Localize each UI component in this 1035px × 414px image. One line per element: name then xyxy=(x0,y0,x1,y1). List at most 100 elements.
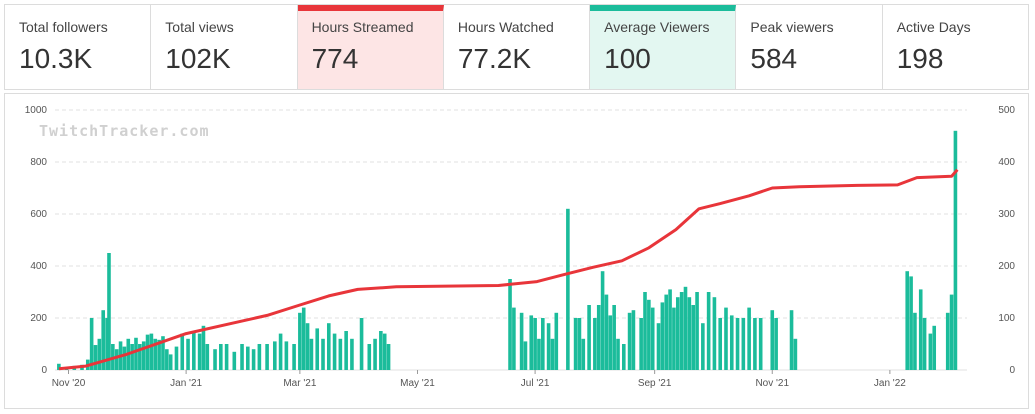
bar xyxy=(546,323,551,370)
bar xyxy=(647,299,651,370)
bar xyxy=(550,338,555,370)
bar xyxy=(149,333,154,370)
bar xyxy=(581,338,586,370)
bar xyxy=(753,318,757,370)
bar xyxy=(298,312,302,370)
bar xyxy=(945,312,950,370)
bar xyxy=(105,318,109,370)
bar xyxy=(650,307,655,370)
bar xyxy=(145,334,150,370)
bar xyxy=(205,344,210,370)
bar xyxy=(718,318,723,370)
bar xyxy=(932,325,937,370)
stat-value: 102K xyxy=(165,43,231,74)
bar xyxy=(213,349,217,370)
bar xyxy=(197,333,202,370)
bar xyxy=(141,341,146,370)
stat-hours-streamed[interactable]: Hours Streamed 774 xyxy=(297,5,444,89)
y-left-tick-label: 200 xyxy=(30,313,47,324)
bar xyxy=(741,318,746,370)
bar xyxy=(922,318,927,370)
bar xyxy=(251,349,256,370)
stat-total-followers[interactable]: Total followers 10.3K xyxy=(5,5,152,89)
bar xyxy=(660,302,665,370)
bar xyxy=(706,292,711,370)
bar xyxy=(379,331,383,370)
stat-value: 774 xyxy=(311,43,359,74)
bar xyxy=(153,338,158,370)
bar xyxy=(219,344,223,370)
bar xyxy=(101,310,106,370)
stat-hours-watched[interactable]: Hours Watched 77.2K xyxy=(444,5,591,89)
bar xyxy=(631,310,636,370)
bar xyxy=(161,336,165,370)
bar xyxy=(656,323,661,370)
watermark: TwitchTracker.com xyxy=(39,122,210,140)
bar xyxy=(600,271,605,370)
bar xyxy=(321,338,325,370)
stat-active-days[interactable]: Active Days 198 xyxy=(883,5,1028,89)
bar xyxy=(529,315,534,370)
bar xyxy=(122,346,127,370)
bar xyxy=(621,344,626,370)
axis-labels: 0 200 400 600 800 1000 0 100 200 300 400 500 Nov '20… xyxy=(25,105,1016,389)
bar xyxy=(789,310,794,370)
stat-value: 100 xyxy=(604,43,651,74)
bar xyxy=(332,333,337,370)
bar xyxy=(774,318,778,370)
y-right-tick-label: 200 xyxy=(998,261,1015,272)
x-tick-label: Mar '21 xyxy=(283,378,316,389)
stat-average-viewers[interactable]: Average Viewers 100 xyxy=(590,5,737,89)
hours-streamed-chart[interactable]: TwitchTracker.com 0 200 400 600 800 1000 0 100 2… xyxy=(5,94,1028,408)
bar xyxy=(278,333,283,370)
bar xyxy=(566,208,570,370)
bar xyxy=(695,292,699,370)
bar xyxy=(138,344,142,370)
bar xyxy=(359,318,364,370)
bar xyxy=(643,292,647,370)
bar xyxy=(905,271,910,370)
y-right-tick-label: 400 xyxy=(998,157,1015,168)
bar xyxy=(246,346,250,370)
stat-label: Active Days xyxy=(896,19,971,35)
y-right-tick-label: 300 xyxy=(998,209,1015,220)
bar xyxy=(793,338,798,370)
bar xyxy=(913,312,917,370)
bar xyxy=(519,312,524,370)
viewer-bars xyxy=(57,130,958,370)
bar xyxy=(201,325,206,370)
stat-label: Total followers xyxy=(19,19,108,35)
bar xyxy=(382,333,387,370)
bar xyxy=(157,339,161,370)
bar xyxy=(593,318,597,370)
bar xyxy=(747,307,751,370)
bar xyxy=(134,337,138,370)
bar xyxy=(953,130,958,370)
bar xyxy=(691,305,696,370)
bar xyxy=(168,354,173,370)
bar xyxy=(627,312,632,370)
stat-label: Hours Streamed xyxy=(311,19,414,35)
bar xyxy=(224,344,229,370)
bar xyxy=(57,363,61,370)
bar xyxy=(675,297,680,370)
bar xyxy=(679,292,684,370)
y-left-tick-label: 0 xyxy=(41,365,47,376)
stat-value: 77.2K xyxy=(457,43,532,74)
bar xyxy=(668,289,672,370)
stat-total-views[interactable]: Total views 102K xyxy=(151,5,298,89)
bar xyxy=(735,318,740,370)
y-left-tick-label: 600 xyxy=(30,209,47,220)
x-tick-label: May '21 xyxy=(400,378,435,389)
bar xyxy=(612,305,616,370)
bar xyxy=(367,344,372,370)
bar xyxy=(292,344,296,370)
stat-peak-viewers[interactable]: Peak viewers 584 xyxy=(736,5,883,89)
bar xyxy=(257,344,262,370)
stat-value: 10.3K xyxy=(19,43,93,74)
bar xyxy=(554,312,559,370)
bar xyxy=(909,276,913,370)
bar xyxy=(508,279,512,370)
bar xyxy=(683,286,688,370)
bar xyxy=(284,341,289,370)
